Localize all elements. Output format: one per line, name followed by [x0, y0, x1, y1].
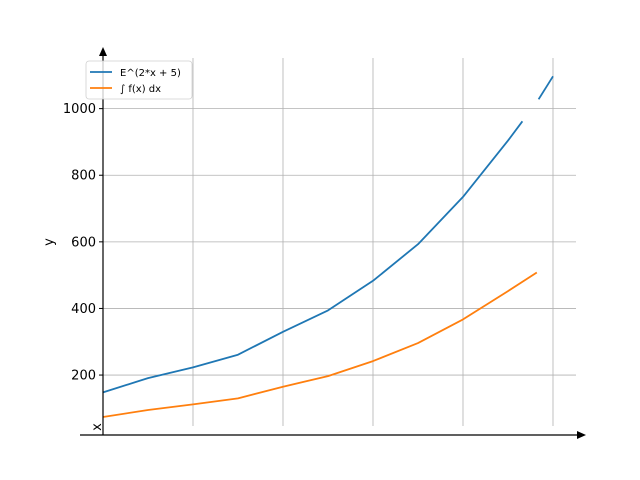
y-ticks: 200 400 600 800 1000: [63, 102, 103, 384]
y-tick-label: 1000: [63, 102, 96, 117]
y-tick-label: 800: [71, 169, 96, 184]
legend: E^(2*x + 5) ∫ f(x) dx: [85, 60, 193, 100]
series-line-0: [537, 75, 554, 100]
x-axis-arrow: [577, 431, 586, 439]
y-axis-arrow: [99, 47, 107, 56]
legend-label-1: ∫ f(x) dx: [120, 84, 161, 95]
x-axis-label: x: [90, 423, 105, 431]
axes: [80, 47, 586, 439]
legend-box: [85, 60, 193, 100]
grid-lines: [103, 58, 576, 426]
y-tick-label: 400: [71, 302, 96, 317]
series-lines: [102, 75, 554, 418]
y-tick-label: 600: [71, 235, 96, 250]
y-axis-label: y: [42, 238, 57, 246]
legend-label-0: E^(2*x + 5): [120, 68, 181, 79]
y-tick-label: 200: [71, 369, 96, 384]
series-line-0: [102, 120, 524, 394]
series-line-1: [102, 271, 538, 418]
